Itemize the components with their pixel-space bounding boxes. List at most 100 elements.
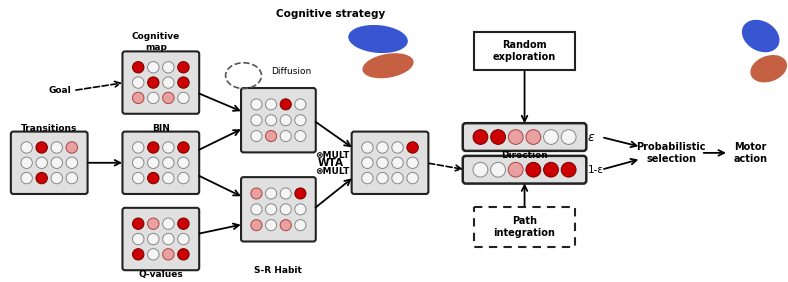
Circle shape xyxy=(147,142,159,153)
Circle shape xyxy=(21,157,32,168)
Text: Transitions: Transitions xyxy=(21,124,77,133)
Circle shape xyxy=(178,142,189,153)
Circle shape xyxy=(251,204,262,215)
Circle shape xyxy=(132,218,144,229)
FancyBboxPatch shape xyxy=(122,132,199,194)
Circle shape xyxy=(132,249,144,260)
Text: Cognitive strategy: Cognitive strategy xyxy=(276,9,385,19)
Circle shape xyxy=(266,204,277,215)
Circle shape xyxy=(147,218,159,229)
Circle shape xyxy=(281,204,292,215)
Circle shape xyxy=(508,130,523,144)
Circle shape xyxy=(162,172,174,184)
Circle shape xyxy=(66,172,77,184)
Circle shape xyxy=(407,157,418,168)
Circle shape xyxy=(266,220,277,231)
Ellipse shape xyxy=(362,53,414,78)
Circle shape xyxy=(162,157,174,168)
Circle shape xyxy=(362,172,374,184)
Circle shape xyxy=(392,142,403,153)
FancyBboxPatch shape xyxy=(474,207,575,247)
Circle shape xyxy=(295,99,306,110)
Circle shape xyxy=(266,115,277,126)
Circle shape xyxy=(473,130,488,144)
Circle shape xyxy=(377,157,388,168)
Text: S-R Habit: S-R Habit xyxy=(255,266,303,275)
Text: ⊗MULT: ⊗MULT xyxy=(315,151,350,160)
Circle shape xyxy=(66,142,77,153)
Text: WTA: WTA xyxy=(318,158,344,168)
Circle shape xyxy=(162,142,174,153)
Circle shape xyxy=(147,77,159,88)
Circle shape xyxy=(251,99,262,110)
FancyBboxPatch shape xyxy=(474,32,575,70)
Circle shape xyxy=(473,162,488,177)
Circle shape xyxy=(51,172,62,184)
Circle shape xyxy=(178,92,189,103)
Circle shape xyxy=(132,157,144,168)
Text: Cognitive
map: Cognitive map xyxy=(132,32,180,52)
Circle shape xyxy=(281,220,292,231)
Circle shape xyxy=(147,233,159,245)
FancyBboxPatch shape xyxy=(463,123,586,151)
Circle shape xyxy=(295,131,306,142)
Circle shape xyxy=(162,77,174,88)
Circle shape xyxy=(132,61,144,73)
Circle shape xyxy=(281,99,292,110)
Circle shape xyxy=(491,162,505,177)
FancyBboxPatch shape xyxy=(241,177,316,241)
Circle shape xyxy=(561,162,576,177)
Circle shape xyxy=(147,61,159,73)
Circle shape xyxy=(147,92,159,103)
Circle shape xyxy=(132,92,144,103)
Text: ⊗MULT: ⊗MULT xyxy=(315,167,350,176)
FancyBboxPatch shape xyxy=(463,156,586,184)
Circle shape xyxy=(178,77,189,88)
Circle shape xyxy=(295,204,306,215)
Text: Random
exploration: Random exploration xyxy=(493,40,556,62)
Text: 1-ε: 1-ε xyxy=(587,165,604,175)
Circle shape xyxy=(362,142,374,153)
Circle shape xyxy=(21,172,32,184)
Circle shape xyxy=(178,157,189,168)
Text: Q-values: Q-values xyxy=(139,270,183,279)
Circle shape xyxy=(251,131,262,142)
Circle shape xyxy=(132,142,144,153)
Ellipse shape xyxy=(348,25,408,53)
FancyBboxPatch shape xyxy=(122,51,199,114)
Circle shape xyxy=(377,172,388,184)
Text: Path
integration: Path integration xyxy=(493,216,556,238)
Circle shape xyxy=(162,218,174,229)
Circle shape xyxy=(36,142,47,153)
Circle shape xyxy=(295,188,306,199)
Circle shape xyxy=(266,131,277,142)
Circle shape xyxy=(392,172,403,184)
Circle shape xyxy=(281,131,292,142)
Text: Motor
action: Motor action xyxy=(734,142,768,164)
Circle shape xyxy=(36,172,47,184)
Circle shape xyxy=(295,220,306,231)
Circle shape xyxy=(526,130,541,144)
Ellipse shape xyxy=(750,55,787,82)
Circle shape xyxy=(561,130,576,144)
Text: Direction: Direction xyxy=(501,151,548,160)
Circle shape xyxy=(508,162,523,177)
Circle shape xyxy=(162,92,174,103)
Circle shape xyxy=(281,115,292,126)
Circle shape xyxy=(251,220,262,231)
Circle shape xyxy=(132,77,144,88)
Circle shape xyxy=(162,61,174,73)
Circle shape xyxy=(162,233,174,245)
Circle shape xyxy=(407,142,418,153)
Circle shape xyxy=(266,99,277,110)
Text: BIN: BIN xyxy=(152,124,169,133)
FancyBboxPatch shape xyxy=(241,88,316,152)
Circle shape xyxy=(147,249,159,260)
Circle shape xyxy=(295,115,306,126)
Circle shape xyxy=(178,218,189,229)
Circle shape xyxy=(377,142,388,153)
FancyBboxPatch shape xyxy=(122,208,199,270)
Circle shape xyxy=(21,142,32,153)
Circle shape xyxy=(266,188,277,199)
Circle shape xyxy=(281,188,292,199)
